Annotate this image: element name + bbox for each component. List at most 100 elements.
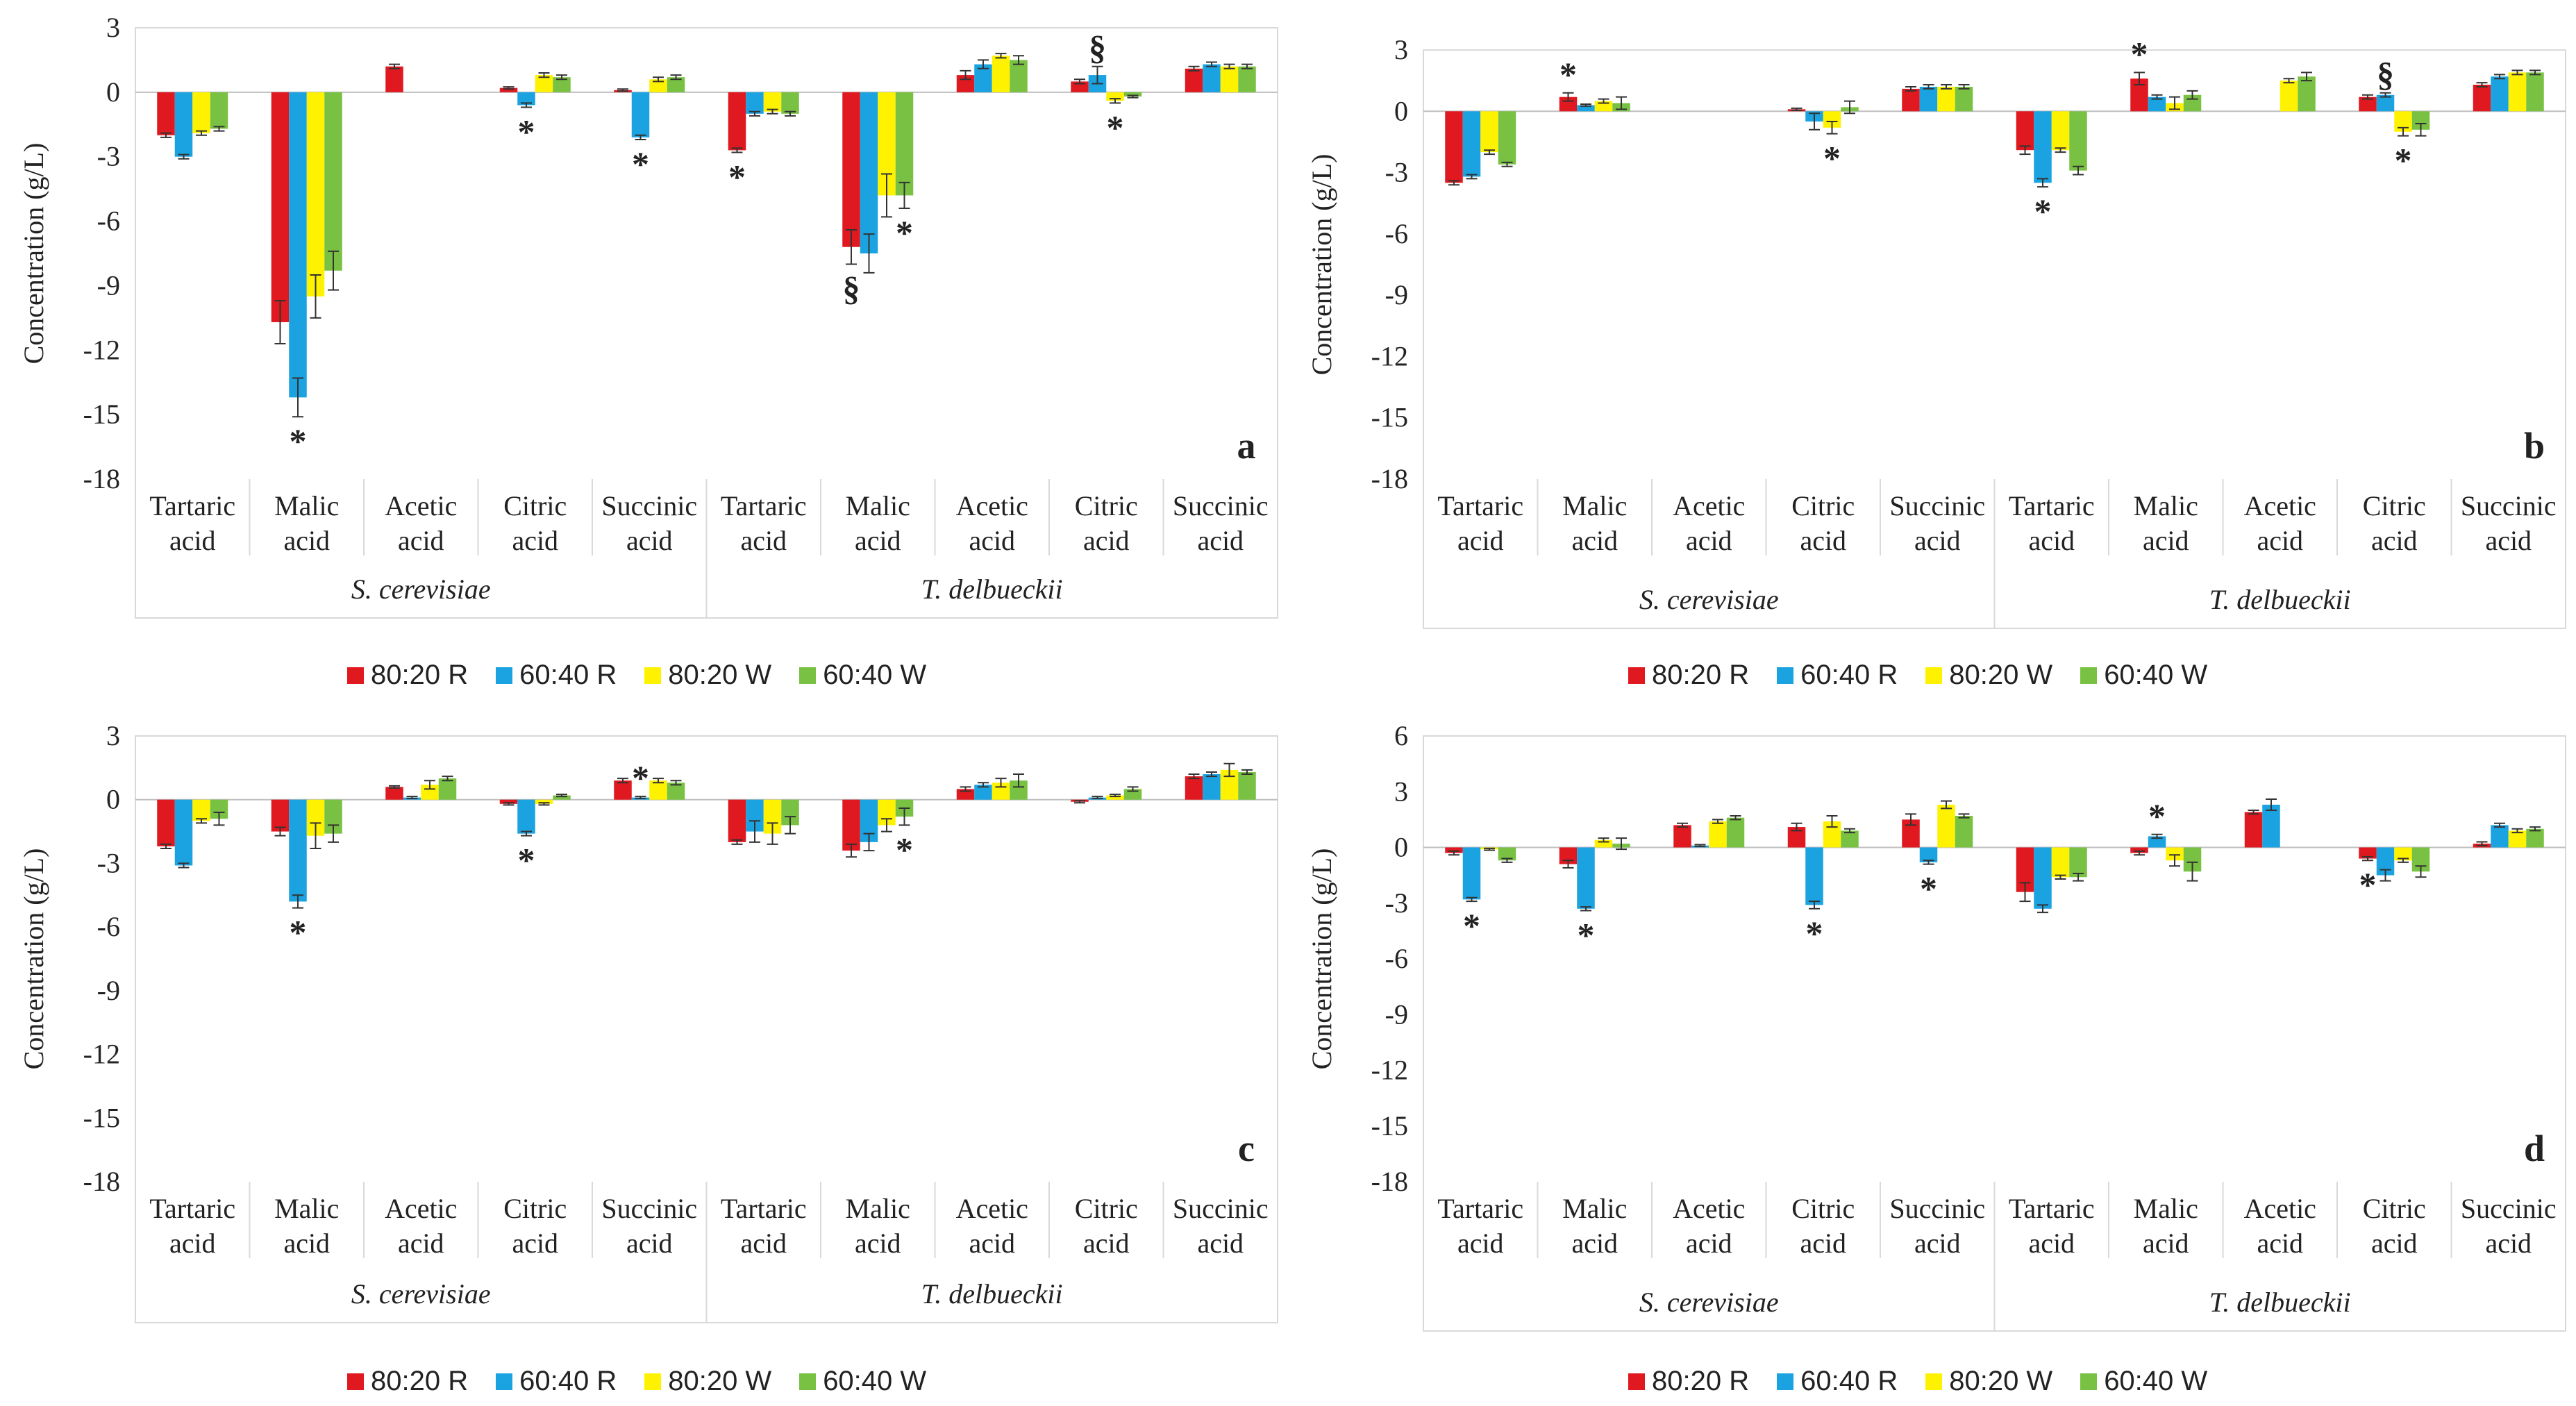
category-label: Tartaric: [721, 1193, 807, 1224]
category-label: acid: [1914, 1228, 1961, 1259]
legend-swatch: [1925, 1373, 1943, 1390]
legend-swatch: [1628, 667, 1645, 684]
legend-item-80-20-r: 80:20 R: [347, 660, 468, 691]
bar: [2491, 76, 2509, 112]
bar: [842, 799, 860, 851]
bar: [763, 92, 782, 112]
y-tick-label: 6: [1394, 720, 1408, 751]
legend-item-60-40-w: 60:40 W: [799, 660, 926, 691]
category-label: acid: [2257, 525, 2303, 556]
bar: [324, 92, 342, 271]
bar: [553, 795, 571, 800]
category-label: Succinic: [601, 490, 697, 521]
bar: [499, 87, 518, 92]
legend-label: 60:40 R: [1800, 660, 1898, 690]
group-label: S. cerevisiae: [1639, 584, 1779, 615]
category-label: Tartaric: [149, 490, 235, 521]
bar: [728, 799, 746, 842]
category-label: acid: [1686, 1228, 1732, 1259]
category-label: acid: [398, 1228, 444, 1259]
bar: [517, 799, 535, 834]
y-tick-label: 0: [106, 76, 120, 108]
legend-label: 80:20 R: [1652, 1366, 1750, 1396]
bar: [1238, 66, 1256, 92]
chart-b-plot: 3 0 -3 -6 -9 -12 -15 -18 Concentration (g/L) Tart…: [1306, 34, 2566, 629]
category-label: acid: [2485, 525, 2532, 556]
legend-item-60-40-r: 60:40 R: [1777, 660, 1898, 691]
group-label: T. delbueckii: [921, 1278, 1063, 1309]
y-tick-label: 0: [106, 784, 120, 815]
bar: [271, 799, 290, 832]
category-label: acid: [626, 1228, 673, 1259]
significance-marker: *: [2359, 865, 2377, 904]
y-tick-label: -9: [97, 975, 120, 1006]
significance-marker: *: [1578, 915, 1595, 954]
category-label: acid: [1083, 1228, 1130, 1259]
legend-item-60-40-r: 60:40 R: [496, 1366, 617, 1397]
chart-panel-a: 3 0 -3 -6 -9 -12 -15 -18 Concentration (g/L) Tart…: [0, 0, 1288, 703]
legend-swatch: [1777, 1373, 1794, 1390]
legend-swatch: [2080, 667, 2098, 684]
category-label: Malic: [2134, 490, 2198, 521]
legend-swatch: [799, 1373, 817, 1390]
significance-marker: *: [2394, 141, 2411, 180]
category-label: Tartaric: [1437, 490, 1523, 521]
bar: [2491, 825, 2509, 848]
legend-item-60-40-w: 60:40 W: [2080, 660, 2207, 691]
y-tick-label: -6: [1385, 943, 1408, 974]
legend-label: 80:20 W: [1949, 1366, 2053, 1396]
category-label: acid: [2371, 1228, 2418, 1259]
bar: [192, 799, 210, 821]
y-tick-label: -3: [1385, 157, 1408, 188]
significance-marker: *: [1106, 108, 1123, 147]
bar: [1955, 86, 1973, 112]
bar: [289, 92, 307, 398]
category-label: Citric: [2363, 490, 2426, 521]
bar: [1445, 847, 1463, 853]
bar: [2051, 847, 2070, 878]
bar: [1841, 830, 1859, 848]
category-label: Citric: [1791, 490, 1855, 521]
category-label: acid: [1457, 1228, 1504, 1259]
bar: [842, 92, 860, 247]
category-label: acid: [169, 1228, 216, 1259]
legend-swatch: [1925, 667, 1943, 684]
y-tick-label: -18: [83, 1166, 120, 1197]
legend-a: 80:20 R 60:40 R 80:20 W 60:40 W: [347, 660, 926, 691]
significance-marker: *: [632, 758, 649, 797]
bar: [1462, 111, 1481, 177]
bar: [2526, 828, 2544, 848]
y-tick-label: 0: [1394, 832, 1408, 863]
legend-label: 80:20 W: [668, 1366, 772, 1396]
significance-marker: *: [1559, 55, 1577, 94]
chart-panel-b: 3 0 -3 -6 -9 -12 -15 -18 Concentration (g/L) Tart…: [1288, 0, 2576, 703]
bar: [2148, 97, 2166, 112]
category-label: Succinic: [1173, 1193, 1269, 1224]
y-tick-label: -3: [97, 847, 120, 878]
bar: [2280, 81, 2298, 112]
bar: [174, 799, 193, 866]
bar: [385, 66, 403, 92]
group-label: T. delbueckii: [921, 574, 1063, 605]
bar: [1220, 66, 1239, 92]
bar: [2034, 111, 2052, 183]
bar: [667, 77, 685, 92]
category-label: acid: [855, 525, 901, 556]
bar: [1462, 847, 1481, 900]
category-label: Succinic: [2461, 1193, 2557, 1224]
bar: [2526, 72, 2544, 112]
bar: [631, 92, 650, 137]
legend-item-80-20-w: 80:20 W: [1925, 660, 2052, 691]
bar: [1823, 111, 1841, 128]
panel-letter: b: [2524, 425, 2545, 467]
category-label: Malic: [1562, 1193, 1627, 1224]
group-label: T. delbueckii: [2209, 1287, 2351, 1318]
bar: [210, 92, 228, 129]
legend-item-80-20-w: 80:20 W: [1925, 1366, 2052, 1397]
category-label: Tartaric: [2009, 490, 2095, 521]
category-label: Malic: [846, 1193, 910, 1224]
category-label: acid: [740, 525, 787, 556]
category-label: acid: [1083, 525, 1130, 556]
legend-item-80-20-r: 80:20 R: [347, 1366, 468, 1397]
category-label: acid: [2371, 525, 2418, 556]
